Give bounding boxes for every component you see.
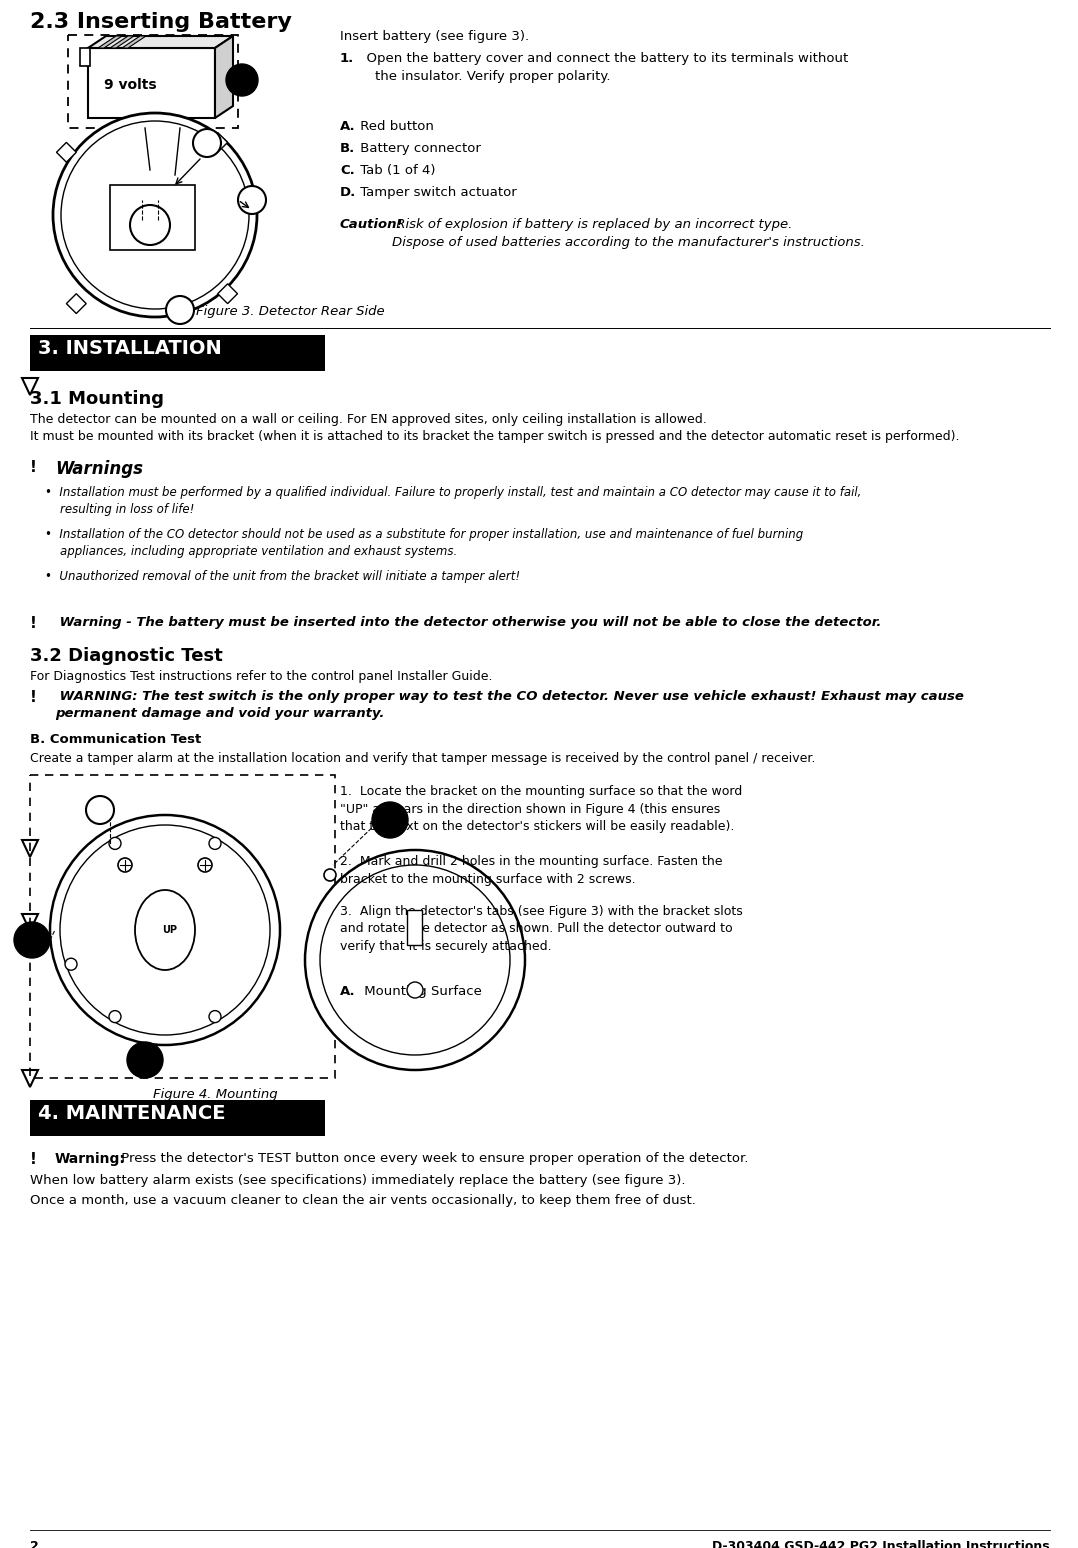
Text: Battery connector: Battery connector	[356, 142, 481, 155]
Text: WARNING: The test switch is the only proper way to test the CO detector. Never u: WARNING: The test switch is the only pro…	[55, 690, 964, 720]
Bar	[110, 186, 195, 249]
Circle shape	[127, 1042, 163, 1077]
Circle shape	[130, 204, 170, 245]
Text: UP: UP	[163, 926, 178, 935]
Text: Once a month, use a vacuum cleaner to clean the air vents occasionally, to keep : Once a month, use a vacuum cleaner to cl…	[30, 1194, 696, 1207]
Ellipse shape	[135, 890, 195, 971]
Circle shape	[305, 850, 525, 1070]
Text: A: A	[95, 803, 106, 817]
Text: 1.  Locate the bracket on the mounting surface so that the word
"UP" appears in : 1. Locate the bracket on the mounting su…	[340, 785, 743, 833]
Circle shape	[407, 981, 423, 998]
Polygon shape	[110, 36, 134, 48]
Circle shape	[209, 837, 221, 850]
Bar	[88, 48, 215, 118]
Text: B. Communication Test: B. Communication Test	[30, 734, 202, 746]
Circle shape	[198, 858, 212, 872]
Text: •  Installation of the CO detector should not be used as a substitute for proper: • Installation of the CO detector should…	[45, 528, 803, 557]
Text: Warnings: Warnings	[55, 460, 143, 478]
Text: Caution!: Caution!	[340, 218, 403, 231]
Circle shape	[320, 865, 510, 1056]
Bar	[208, 133, 227, 152]
Text: Tamper switch actuator: Tamper switch actuator	[356, 186, 516, 200]
Circle shape	[193, 128, 221, 156]
Text: 3.1 Mounting: 3.1 Mounting	[30, 390, 164, 409]
Polygon shape	[215, 36, 233, 118]
Circle shape	[14, 923, 50, 958]
Circle shape	[118, 858, 132, 872]
Text: Figure 4. Mounting: Figure 4. Mounting	[153, 1088, 277, 1101]
Circle shape	[61, 121, 249, 310]
Text: 2.  Mark and drill 2 holes in the mounting surface. Fasten the
bracket to the mo: 2. Mark and drill 2 holes in the mountin…	[340, 854, 722, 885]
Text: 2: 2	[30, 1540, 39, 1548]
Text: A: A	[202, 136, 212, 150]
Circle shape	[109, 1011, 121, 1023]
Text: Open the battery cover and connect the battery to its terminals without
    the : Open the battery cover and connect the b…	[358, 53, 848, 84]
Text: 2.3 Inserting Battery: 2.3 Inserting Battery	[30, 12, 292, 33]
Text: It must be mounted with its bracket (when it is attached to its bracket the tamp: It must be mounted with its bracket (whe…	[30, 430, 959, 443]
Text: A.: A.	[340, 985, 356, 998]
Text: For Diagnostics Test instructions refer to the control panel Installer Guide.: For Diagnostics Test instructions refer …	[30, 670, 493, 683]
Text: B: B	[144, 217, 155, 231]
Text: 3: 3	[139, 1050, 151, 1068]
Text: !: !	[30, 460, 37, 475]
Text: 1.: 1.	[340, 53, 355, 65]
Circle shape	[109, 837, 121, 850]
Text: The detector can be mounted on a wall or ceiling. For EN approved sites, only ce: The detector can be mounted on a wall or…	[30, 413, 707, 426]
Text: Risk of explosion if battery is replaced by an incorrect type.
Dispose of used b: Risk of explosion if battery is replaced…	[392, 218, 865, 249]
Bar	[407, 910, 421, 944]
Text: !: !	[30, 616, 37, 632]
Text: 9 volts: 9 volts	[103, 77, 156, 91]
Text: 3.2 Diagnostic Test: 3.2 Diagnostic Test	[30, 647, 223, 666]
Text: Red button: Red button	[356, 121, 433, 133]
Bar	[30, 334, 324, 372]
Circle shape	[324, 868, 336, 881]
Text: Warning:: Warning:	[55, 1152, 126, 1166]
Text: Warning - The battery must be inserted into the detector otherwise you will not : Warning - The battery must be inserted i…	[55, 616, 882, 628]
Text: Press the detector's TEST button once every week to ensure proper operation of t: Press the detector's TEST button once ev…	[118, 1152, 748, 1166]
Bar	[56, 142, 77, 163]
Text: A.: A.	[340, 121, 356, 133]
Text: 3.  Align the detector's tabs (see Figure 3) with the bracket slots
and rotate t: 3. Align the detector's tabs (see Figure…	[340, 906, 743, 954]
Circle shape	[238, 186, 266, 214]
Text: 1: 1	[26, 930, 38, 947]
Text: D.: D.	[340, 186, 356, 200]
Text: B.: B.	[340, 142, 356, 155]
Circle shape	[65, 958, 77, 971]
Text: C: C	[247, 194, 258, 207]
Polygon shape	[98, 36, 122, 48]
Text: Create a tamper alarm at the installation location and verify that tamper messag: Create a tamper alarm at the installatio…	[30, 752, 815, 765]
Circle shape	[226, 63, 258, 96]
Text: •  Installation must be performed by a qualified individual. Failure to properly: • Installation must be performed by a qu…	[45, 486, 861, 515]
Polygon shape	[122, 36, 146, 48]
Polygon shape	[88, 36, 233, 48]
Bar	[30, 1101, 324, 1136]
Text: When low battery alarm exists (see specifications) immediately replace the batte: When low battery alarm exists (see speci…	[30, 1173, 686, 1187]
Text: •  Unauthorized removal of the unit from the bracket will initiate a tamper aler: • Unauthorized removal of the unit from …	[45, 570, 520, 584]
Circle shape	[166, 296, 194, 324]
Text: !: !	[30, 690, 37, 704]
Text: Figure 3. Detector Rear Side: Figure 3. Detector Rear Side	[196, 305, 385, 317]
Text: Mounting Surface: Mounting Surface	[360, 985, 482, 998]
Text: C.: C.	[340, 164, 355, 176]
Text: 2: 2	[384, 810, 396, 828]
Circle shape	[86, 796, 114, 824]
Bar	[218, 283, 237, 303]
Circle shape	[372, 802, 407, 837]
Text: 4. MAINTENANCE: 4. MAINTENANCE	[38, 1104, 225, 1122]
Bar	[67, 294, 86, 314]
Circle shape	[53, 113, 257, 317]
Circle shape	[50, 814, 280, 1045]
Circle shape	[209, 1011, 221, 1023]
Bar	[80, 48, 89, 67]
Circle shape	[60, 825, 270, 1036]
Text: D-303404 GSD-442 PG2 Installation Instructions: D-303404 GSD-442 PG2 Installation Instru…	[713, 1540, 1050, 1548]
Text: 1: 1	[237, 73, 247, 87]
Text: !: !	[30, 1152, 37, 1167]
Text: Insert battery (see figure 3).: Insert battery (see figure 3).	[340, 29, 529, 43]
Text: 3. INSTALLATION: 3. INSTALLATION	[38, 339, 222, 358]
Text: D: D	[175, 303, 185, 317]
Text: Tab (1 of 4): Tab (1 of 4)	[356, 164, 436, 176]
